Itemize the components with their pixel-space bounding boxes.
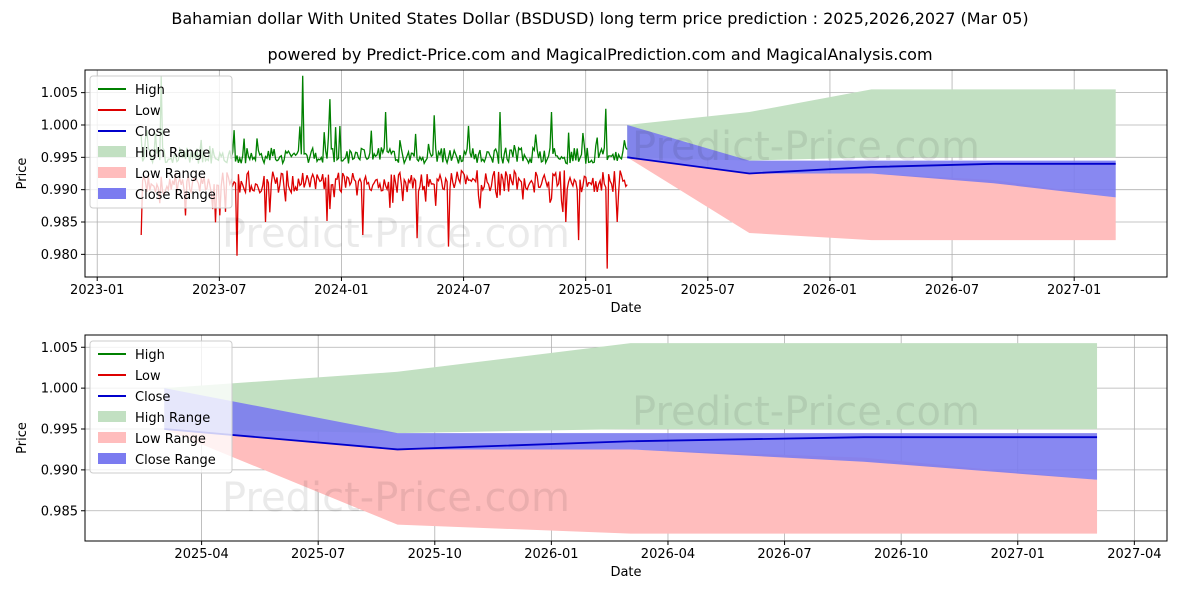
legend: High Low Close High Range Low Range Close Ran… bbox=[89, 75, 233, 209]
x-tick-label: 2024-01 bbox=[314, 283, 368, 298]
y-tick-label: 1.005 bbox=[41, 341, 78, 356]
y-axis-label: Price bbox=[15, 158, 30, 190]
watermark-text: Predict-Price.com bbox=[222, 475, 570, 521]
close-range-band bbox=[164, 388, 1098, 480]
legend-label: High Range bbox=[135, 411, 210, 426]
high-range-band bbox=[164, 343, 1098, 434]
x-tick-label: 2025-07 bbox=[291, 547, 345, 562]
legend-label: Close Range bbox=[135, 453, 216, 468]
legend-patch-swatch bbox=[98, 432, 126, 443]
plot-area bbox=[164, 343, 1098, 534]
chart-title: Bahamian dollar With United States Dolla… bbox=[171, 9, 1029, 28]
x-tick-label: 2026-01 bbox=[524, 547, 578, 562]
x-tick-label: 2023-07 bbox=[192, 283, 246, 298]
x-tick-label: 2026-01 bbox=[803, 283, 857, 298]
x-tick-label: 2025-10 bbox=[408, 547, 462, 562]
y-tick-label: 0.990 bbox=[41, 463, 78, 478]
legend-label: Close bbox=[135, 390, 170, 405]
x-axis-label: Date bbox=[610, 301, 641, 316]
watermark-text: Predict-Price.com bbox=[632, 124, 980, 170]
x-tick-label: 2027-01 bbox=[1047, 283, 1101, 298]
y-tick-label: 0.980 bbox=[41, 248, 78, 263]
y-axis-label: Price bbox=[15, 422, 30, 454]
watermark-text: Predict-Price.com bbox=[222, 211, 570, 257]
x-tick-label: 2025-01 bbox=[559, 283, 613, 298]
legend-label: Close Range bbox=[135, 188, 216, 203]
low-range-band bbox=[164, 429, 1098, 534]
legend-label: Close bbox=[135, 125, 170, 140]
x-tick-label: 2023-01 bbox=[70, 283, 124, 298]
axes-frame bbox=[84, 69, 1168, 278]
y-tick-label: 0.985 bbox=[41, 504, 78, 519]
legend-patch-swatch bbox=[98, 188, 126, 199]
x-tick-label: 2024-07 bbox=[436, 283, 490, 298]
legend-patch-swatch bbox=[98, 167, 126, 178]
x-tick-label: 2027-01 bbox=[991, 547, 1045, 562]
y-tick-label: 1.000 bbox=[41, 118, 78, 133]
legend-patch-swatch bbox=[98, 411, 126, 422]
y-tick-label: 1.000 bbox=[41, 382, 78, 397]
y-tick-label: 1.005 bbox=[41, 86, 78, 101]
x-tick-label: 2026-10 bbox=[874, 547, 928, 562]
x-tick-label: 2025-04 bbox=[174, 547, 228, 562]
close-series-line bbox=[164, 428, 1098, 451]
y-tick-label: 0.990 bbox=[41, 183, 78, 198]
legend-label: High Range bbox=[135, 146, 210, 161]
y-tick-label: 0.985 bbox=[41, 216, 78, 231]
legend: High Low Close High Range Low Range Close Ran… bbox=[89, 340, 233, 474]
axes-frame bbox=[84, 334, 1168, 542]
legend-label: Low Range bbox=[135, 432, 206, 447]
legend-label: High bbox=[135, 348, 165, 363]
legend-patch-swatch bbox=[98, 146, 126, 157]
x-tick-label: 2025-07 bbox=[681, 283, 735, 298]
close-series-line bbox=[627, 156, 1116, 175]
legend-label: Low bbox=[135, 104, 161, 119]
y-tick-label: 0.995 bbox=[41, 151, 78, 166]
chart-subtitle: powered by Predict-Price.com and Magical… bbox=[267, 45, 933, 64]
legend-label: Low bbox=[135, 369, 161, 384]
x-tick-label: 2027-04 bbox=[1107, 547, 1161, 562]
x-tick-label: 2026-07 bbox=[757, 547, 811, 562]
low-range-band bbox=[627, 157, 1116, 241]
high-range-band bbox=[627, 89, 1116, 161]
x-tick-label: 2026-07 bbox=[925, 283, 979, 298]
x-axis-label: Date bbox=[610, 565, 641, 580]
legend-patch-swatch bbox=[98, 453, 126, 464]
y-tick-label: 0.995 bbox=[41, 423, 78, 438]
close-range-band bbox=[627, 124, 1116, 198]
watermark-text: Predict-Price.com bbox=[632, 389, 980, 435]
x-tick-label: 2026-04 bbox=[641, 547, 695, 562]
legend-label: High bbox=[135, 83, 165, 98]
legend-label: Low Range bbox=[135, 167, 206, 182]
